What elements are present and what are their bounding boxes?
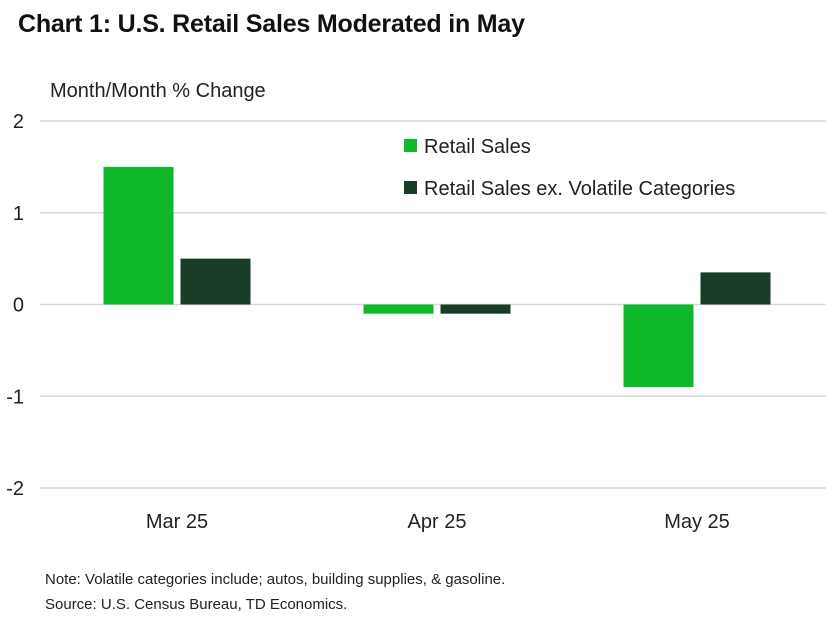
bar — [363, 304, 434, 314]
bar — [700, 272, 771, 305]
y-tick-label: 2 — [13, 111, 24, 133]
bar — [103, 166, 174, 305]
bar — [180, 258, 251, 305]
y-tick-label: 1 — [13, 203, 24, 225]
axis-labels: 2 1 0 -1 -2 Mar 25 Apr 25 May 25 — [6, 111, 730, 533]
legend-label: Retail Sales — [424, 136, 531, 158]
chart-source: Source: U.S. Census Bureau, TD Economics… — [45, 596, 348, 613]
bar — [623, 304, 694, 388]
chart-note: Note: Volatile categories include; autos… — [45, 571, 506, 588]
y-tick-label: -1 — [6, 386, 24, 408]
legend-swatch — [404, 181, 417, 194]
x-tick-label: May 25 — [664, 511, 730, 533]
x-tick-label: Apr 25 — [408, 511, 467, 533]
legend-swatch — [404, 139, 417, 152]
y-axis-label: Month/Month % Change — [50, 80, 266, 102]
y-tick-label: 0 — [13, 295, 24, 317]
legend-label: Retail Sales ex. Volatile Categories — [424, 178, 735, 200]
bars — [103, 166, 771, 388]
y-tick-label: -2 — [6, 478, 24, 500]
legend: Retail Sales Retail Sales ex. Volatile Ca… — [404, 136, 735, 200]
x-tick-label: Mar 25 — [146, 511, 208, 533]
chart-title: Chart 1: U.S. Retail Sales Moderated in … — [18, 10, 525, 38]
bar — [440, 304, 511, 314]
